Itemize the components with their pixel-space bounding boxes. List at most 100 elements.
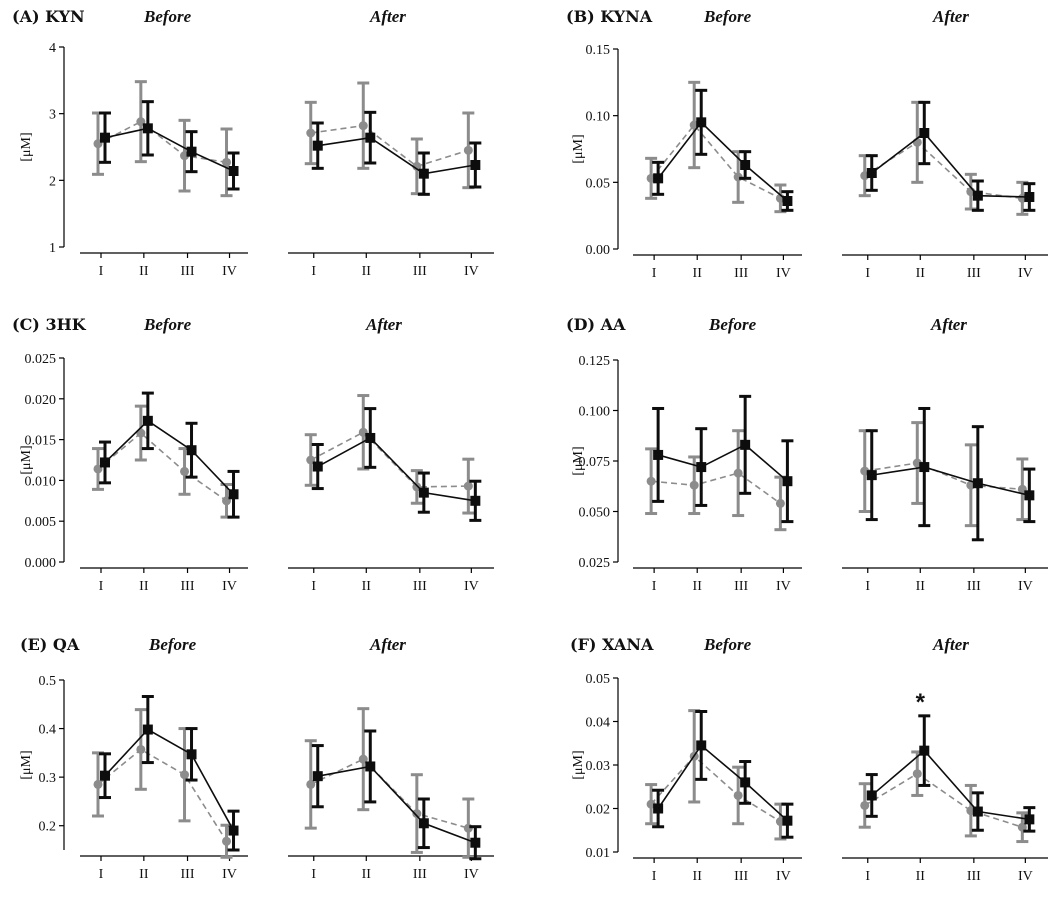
y-tick-label: 0.00 — [586, 243, 611, 258]
series-line — [104, 728, 235, 831]
y-tick-label: 0.125 — [579, 354, 611, 369]
data-point-circle — [912, 769, 922, 779]
series-line — [657, 744, 788, 822]
y-tick-label: 0.04 — [586, 716, 611, 731]
data-point-square — [696, 462, 707, 473]
data-point-circle — [358, 121, 368, 131]
data-point-circle — [222, 157, 232, 167]
x-tick-label: II — [139, 867, 149, 882]
data-point-square — [142, 415, 153, 426]
series-black — [652, 88, 794, 212]
x-tick-label: IV — [222, 579, 237, 594]
data-point-square — [418, 818, 429, 829]
series-grey — [858, 750, 1029, 844]
x-tick-label: I — [311, 579, 316, 594]
x-tick-label: I — [99, 579, 104, 594]
series-grey — [92, 708, 233, 859]
series-grey — [92, 80, 233, 198]
data-point-square — [740, 439, 751, 450]
panel-label: (A) KYN — [12, 7, 85, 26]
data-point-circle — [180, 770, 190, 780]
x-tick-label: II — [362, 264, 372, 279]
phase-label-before: Before — [703, 7, 752, 26]
data-point-square — [186, 749, 197, 760]
x-tick-label: III — [181, 867, 195, 882]
data-point-square — [470, 837, 481, 848]
y-tick-label: 1 — [49, 241, 56, 256]
x-tick-label: I — [99, 264, 104, 279]
data-point-circle — [1017, 822, 1027, 832]
group-after: I II III IV — [842, 406, 1048, 594]
series-line — [871, 466, 1030, 497]
series-line — [310, 758, 469, 829]
x-tick-label: III — [734, 579, 748, 594]
y-tick-label: 0.02 — [586, 803, 611, 818]
x-tick-label: I — [99, 867, 104, 882]
series-line — [650, 755, 781, 823]
data-point-square — [1024, 192, 1035, 202]
series-grey — [645, 80, 787, 214]
series-grey — [92, 404, 233, 519]
data-point-square — [470, 160, 481, 170]
data-point-square — [100, 770, 110, 781]
x-tick-label: III — [413, 264, 427, 279]
group-before: I II III IV — [80, 391, 248, 594]
series-line — [871, 131, 1030, 198]
data-point-circle — [136, 744, 146, 754]
data-point-square — [470, 495, 481, 506]
phase-label-before: Before — [148, 635, 197, 654]
x-tick-label: IV — [464, 867, 479, 882]
y-tick-label: 4 — [49, 41, 56, 56]
y-tick-label: 0.4 — [39, 723, 57, 738]
data-point-square — [866, 168, 877, 178]
x-tick-label: III — [967, 869, 981, 884]
y-tick-label: 0.2 — [39, 820, 57, 835]
y-tick-label: 0.020 — [25, 393, 57, 408]
series-line — [104, 127, 234, 172]
panel-label: (F) XANA — [570, 635, 654, 654]
panel-label: (B) KYNA — [566, 7, 653, 26]
series-grey — [304, 707, 475, 859]
significance-marker: * — [916, 689, 926, 716]
group-after: I II III IV — [288, 81, 494, 279]
data-point-circle — [222, 836, 232, 846]
data-point-square — [740, 160, 751, 170]
y-tick-label: 0.050 — [579, 506, 611, 521]
x-tick-label: II — [139, 579, 149, 594]
y-axis-label: [μM] — [571, 134, 586, 163]
data-point-square — [142, 123, 153, 134]
y-tick-label: 0.000 — [25, 556, 57, 571]
y-tick-label: 0.025 — [579, 556, 611, 571]
data-point-square — [740, 777, 751, 788]
x-tick-label: III — [967, 579, 981, 594]
series-grey — [304, 394, 475, 515]
series-black — [652, 394, 794, 524]
data-point-circle — [180, 466, 190, 476]
group-after: I II III IV — [288, 707, 494, 882]
data-point-square — [100, 132, 110, 143]
x-tick-label: II — [693, 266, 703, 281]
x-tick-label: I — [865, 869, 870, 884]
data-point-square — [365, 432, 376, 443]
data-point-circle — [412, 161, 422, 171]
phase-label-before: Before — [143, 7, 192, 26]
y-tick-label: 0.05 — [586, 672, 611, 687]
panel-label: (E) QA — [20, 635, 80, 654]
series-line — [864, 772, 1023, 828]
data-point-circle — [463, 145, 473, 155]
data-point-circle — [860, 800, 870, 810]
data-point-square — [186, 146, 197, 157]
x-tick-label: I — [311, 867, 316, 882]
data-point-circle — [689, 480, 699, 490]
x-tick-label: II — [139, 264, 149, 279]
phase-label-before: Before — [143, 315, 192, 334]
data-point-square — [653, 173, 664, 184]
x-tick-label: II — [362, 579, 372, 594]
x-tick-label: IV — [776, 266, 791, 281]
data-point-square — [782, 196, 793, 206]
data-point-square — [782, 815, 793, 826]
data-point-square — [972, 806, 983, 817]
y-tick-label: 0.015 — [25, 434, 57, 449]
phase-label-before: Before — [703, 635, 752, 654]
y-tick-label: 0.005 — [25, 515, 57, 530]
